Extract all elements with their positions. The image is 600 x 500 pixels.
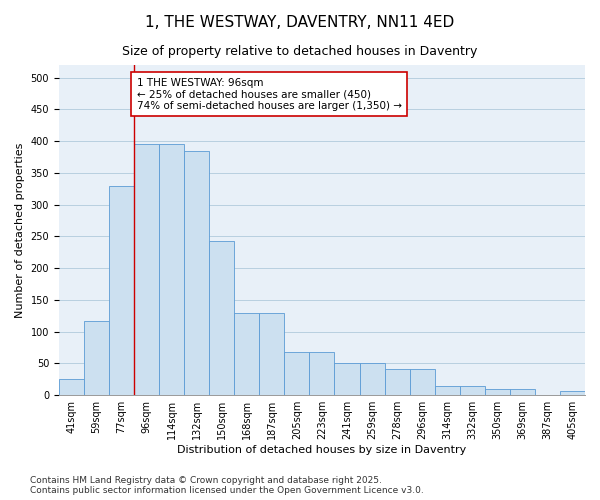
Y-axis label: Number of detached properties: Number of detached properties — [15, 142, 25, 318]
Bar — [134, 144, 159, 395]
Bar — [109, 186, 134, 395]
Bar — [359, 364, 385, 395]
Bar — [410, 368, 434, 395]
Bar — [510, 389, 535, 395]
Bar — [460, 386, 485, 395]
Bar — [234, 312, 259, 395]
Bar — [84, 321, 109, 395]
Bar — [310, 352, 334, 395]
Bar — [434, 386, 460, 395]
Bar — [259, 312, 284, 395]
Bar — [184, 150, 209, 395]
Bar — [560, 392, 585, 395]
Text: Contains HM Land Registry data © Crown copyright and database right 2025.
Contai: Contains HM Land Registry data © Crown c… — [30, 476, 424, 495]
Bar — [59, 380, 84, 395]
Bar — [284, 352, 310, 395]
Text: 1 THE WESTWAY: 96sqm
← 25% of detached houses are smaller (450)
74% of semi-deta: 1 THE WESTWAY: 96sqm ← 25% of detached h… — [137, 78, 401, 111]
Text: 1, THE WESTWAY, DAVENTRY, NN11 4ED: 1, THE WESTWAY, DAVENTRY, NN11 4ED — [145, 15, 455, 30]
X-axis label: Distribution of detached houses by size in Daventry: Distribution of detached houses by size … — [178, 445, 467, 455]
Bar — [385, 368, 410, 395]
Text: Size of property relative to detached houses in Daventry: Size of property relative to detached ho… — [122, 45, 478, 58]
Bar — [159, 144, 184, 395]
Bar — [485, 389, 510, 395]
Bar — [209, 241, 234, 395]
Bar — [334, 364, 359, 395]
